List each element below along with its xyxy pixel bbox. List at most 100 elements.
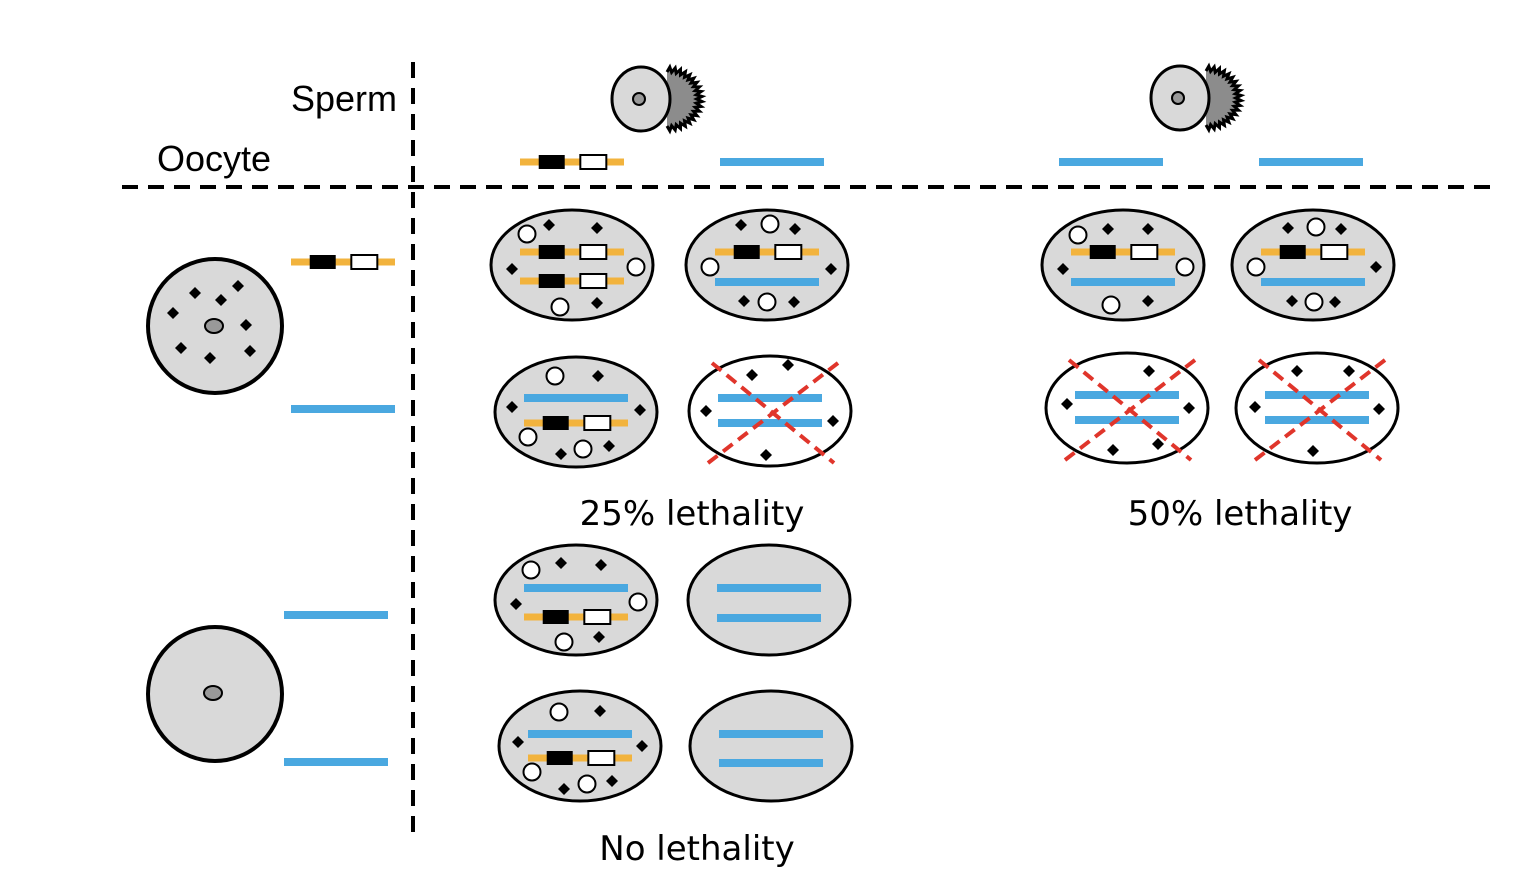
toxin-diamond-icon (592, 370, 604, 382)
oocyte-chromosome-element (291, 254, 395, 270)
toxin-diamond-icon (825, 263, 837, 275)
toxin-diamond-icon (700, 405, 712, 417)
toxin-diamond-icon (746, 369, 758, 381)
toxin-diamond-icon (1370, 261, 1382, 273)
toxin-diamond-icon (1107, 444, 1119, 456)
oocyte-label: Oocyte (157, 138, 271, 179)
toxin-diamond-icon (1329, 296, 1341, 308)
toxin-diamond-icon (204, 352, 216, 364)
toxin-diamond-icon (1286, 295, 1298, 307)
toxin-antidote-element-icon (528, 750, 632, 766)
toxin-diamond-icon (634, 404, 646, 416)
toxin-diamond-icon (1291, 365, 1303, 377)
antidote-circle-icon (1304, 292, 1324, 312)
toxin-diamond-icon (591, 297, 603, 309)
toxin-antidote-element-icon (524, 415, 628, 431)
toxin-diamond-icon (506, 263, 518, 275)
antidote-circle-icon (1246, 257, 1266, 277)
toxin-diamond-icon (1152, 438, 1164, 450)
dead-embryo-icon (687, 354, 853, 468)
toxin-diamond-icon (555, 448, 567, 460)
toxin-diamond-icon (593, 631, 605, 643)
toxin-diamond-icon (1183, 402, 1195, 414)
no-lethality-label: No lethality (599, 829, 794, 869)
antidote-circle-icon (700, 257, 720, 277)
toxin-diamond-icon (244, 345, 256, 357)
lethality-50-label: 50% lethality (1128, 494, 1353, 534)
embryo-icon (497, 689, 663, 803)
toxin-diamond-icon (232, 280, 244, 292)
toxin-cluster (167, 280, 256, 364)
embryo-icon (686, 543, 852, 657)
lethality-25-label: 25% lethality (580, 494, 805, 534)
sperm-label: Sperm (291, 78, 397, 119)
antidote-circle-icon (1068, 225, 1088, 245)
red-x-icon (706, 361, 840, 465)
toxin-diamond-icon (558, 783, 570, 795)
antidote-circle-icon (549, 702, 569, 722)
embryo-icon (1230, 208, 1396, 322)
embryo-grid (489, 208, 1400, 803)
toxin-diamond-icon (1057, 263, 1069, 275)
toxin-diamond-icon (788, 296, 800, 308)
toxin-diamond-icon (594, 705, 606, 717)
toxin-diamond-icon (1249, 401, 1261, 413)
sperm-icon (610, 63, 707, 135)
toxin-diamond-icon (167, 307, 179, 319)
toxin-diamond-icon (827, 415, 839, 427)
embryo-icon (688, 689, 854, 803)
toxin-diamond-icon (1142, 295, 1154, 307)
toxin-antidote-element-icon (1071, 244, 1175, 260)
toxin-diamond-icon (595, 559, 607, 571)
toxin-diamond-icon (1143, 365, 1155, 377)
antidote-circle-icon (573, 439, 593, 459)
dead-embryo-icon (1044, 351, 1210, 465)
sperm-icon (1149, 62, 1246, 134)
antidote-circle-icon (1175, 257, 1195, 277)
toxin-diamond-icon (512, 736, 524, 748)
toxin-diamond-icon (1061, 398, 1073, 410)
toxin-diamond-icon (506, 401, 518, 413)
toxin-antidote-element-icon (520, 154, 624, 170)
toxin-diamond-icon (603, 440, 615, 452)
toxin-diamond-icon (789, 223, 801, 235)
toxin-antidote-element-icon (1261, 244, 1365, 260)
toxin-diamond-icon (738, 295, 750, 307)
toxin-diamond-icon (240, 319, 252, 331)
antidote-circle-icon (545, 366, 565, 386)
toxin-diamond-icon (1307, 445, 1319, 457)
toxin-diamond-icon (510, 598, 522, 610)
antidote-circle-icon (628, 592, 648, 612)
embryo-icon (489, 208, 655, 322)
antidote-circle-icon (521, 560, 541, 580)
toxin-antidote-element-icon (520, 244, 624, 260)
antidote-circle-icon (577, 774, 597, 794)
toxin-antidote-element-icon (524, 609, 628, 625)
antidote-circle-icon (1101, 295, 1121, 315)
dead-embryo-icon (1234, 351, 1400, 465)
toxin-diamond-icon (189, 287, 201, 299)
oocyte-icon (146, 257, 284, 395)
embryo-icon (493, 355, 659, 469)
antidote-circle-icon (517, 224, 537, 244)
red-x-icon (1063, 358, 1197, 462)
toxin-diamond-icon (1102, 223, 1114, 235)
toxin-diamond-icon (1142, 223, 1154, 235)
embryo-icon (493, 543, 659, 657)
toxin-diamond-icon (1282, 222, 1294, 234)
toxin-diamond-icon (215, 294, 227, 306)
oocyte-icon (146, 625, 284, 763)
antidote-circle-icon (757, 292, 777, 312)
toxin-diamond-icon (1335, 223, 1347, 235)
toxin-diamond-icon (782, 359, 794, 371)
toxin-diamond-icon (1343, 365, 1355, 377)
toxin-diamond-icon (760, 449, 772, 461)
sperm-chromosome-element (520, 154, 624, 170)
antidote-circle-icon (1306, 217, 1326, 237)
toxin-diamond-icon (591, 222, 603, 234)
toxin-diamond-icon (606, 775, 618, 787)
toxin-diamond-icon (543, 219, 555, 231)
toxin-diamond-icon (1373, 403, 1385, 415)
antidote-circle-icon (626, 257, 646, 277)
